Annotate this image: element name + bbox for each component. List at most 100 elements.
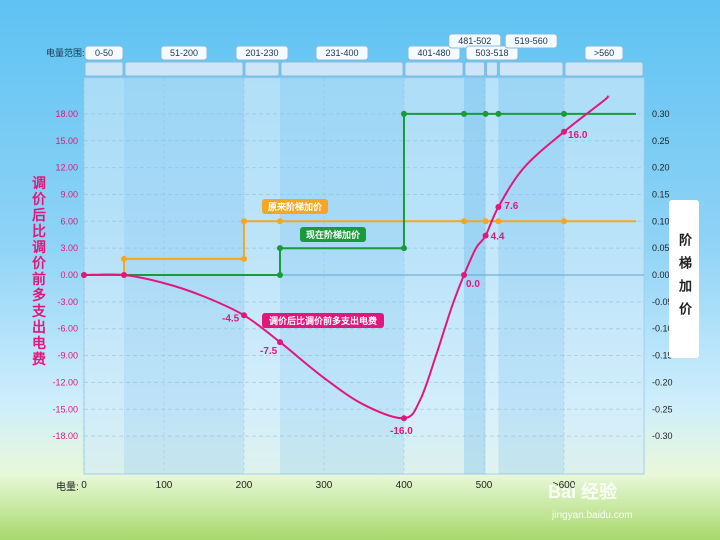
data-label: 0.0: [466, 279, 480, 290]
left-tick-label: 6.00: [60, 216, 78, 226]
data-label: 7.6: [504, 201, 518, 212]
series-line-2: [83, 95, 610, 420]
x-tick-label: >600: [553, 480, 576, 491]
band-label: 201-230: [245, 48, 278, 58]
left-tick-label: 15.00: [55, 136, 78, 146]
band-label: 481-502: [458, 36, 491, 46]
right-tick-label: -0.25: [652, 404, 673, 414]
series-point-1: [277, 272, 283, 278]
series-point-2: [81, 272, 87, 278]
band-label-box: [315, 45, 369, 61]
right-tick-label: -0.05: [652, 297, 673, 307]
series-point-0: [241, 218, 247, 225]
left-tick-label: -12.00: [52, 377, 78, 387]
series-line-1: [84, 112, 636, 276]
band-header-cell: [84, 61, 124, 77]
series-point-2: [121, 272, 127, 278]
right-tick-label: 0.30: [652, 109, 670, 119]
data-label: 4.4: [491, 232, 505, 243]
series-point-2: [482, 232, 489, 239]
series-point-1: [401, 245, 407, 252]
series-point-0: [277, 218, 283, 225]
series-point-1: [482, 110, 489, 117]
right-axis-title: 阶梯加价: [669, 200, 699, 358]
left-tick-label: -15.00: [52, 404, 78, 414]
series-point-1: [401, 110, 407, 117]
series-callout-box: [300, 227, 366, 242]
left-tick-label: -18.00: [52, 431, 78, 441]
right-tick-label: -0.10: [652, 324, 673, 334]
left-tick-label: 3.00: [60, 243, 78, 253]
left-tick-label: 0.00: [60, 270, 78, 280]
band-label: >560: [594, 48, 614, 58]
right-tick-label: 0.00: [652, 270, 670, 280]
right-tick-label: -0.30: [652, 431, 673, 441]
series-callout-label: 调价后比调价前多支出电费: [269, 315, 377, 326]
data-label: -16.0: [390, 426, 413, 437]
series-point-2: [495, 203, 502, 210]
series-point-0: [241, 255, 247, 262]
series-point-0: [495, 218, 502, 225]
band-label-box: [235, 45, 289, 61]
band-header-cell: [244, 61, 280, 77]
data-label: -4.5: [222, 313, 240, 324]
band-label: 51-200: [170, 48, 198, 58]
band-label-box: [84, 45, 124, 61]
x-tick-label: 0: [81, 480, 87, 491]
right-tick-label: -0.20: [652, 377, 673, 387]
band-header-cell: [564, 61, 644, 77]
x-tick-label: 100: [156, 480, 173, 491]
x-axis-title: 电量:: [56, 482, 79, 493]
band-column: [404, 78, 464, 474]
watermark-logo: Bai 经验: [548, 482, 618, 502]
series-point-0: [121, 255, 127, 262]
range-title: 电量范围:: [46, 48, 85, 58]
series-callout-box: [262, 199, 328, 214]
series-point-1: [561, 110, 567, 117]
series-point-0: [561, 218, 567, 225]
x-tick-label: 300: [316, 480, 333, 491]
band-label-box: [584, 45, 624, 61]
watermark-url: jingyan.baidu.com: [552, 510, 633, 521]
left-tick-label: -9.00: [57, 351, 78, 361]
band-label: 519-560: [515, 36, 548, 46]
right-tick-label: 0.05: [652, 243, 670, 253]
band-header-cell: [464, 61, 486, 77]
series-point-0: [482, 218, 489, 225]
band-header-cell: [280, 61, 404, 77]
left-tick-label: -3.00: [57, 297, 78, 307]
series-point-0: [461, 218, 467, 225]
right-tick-label: 0.25: [652, 136, 670, 146]
left-tick-label: 12.00: [55, 163, 78, 173]
band-column: [485, 78, 499, 474]
band-column: [280, 78, 404, 474]
band-label-box: [465, 45, 519, 61]
left-tick-label: -6.00: [57, 324, 78, 334]
band-header-cell: [498, 61, 564, 77]
right-tick-label: 0.15: [652, 189, 670, 199]
left-tick-label: 18.00: [55, 109, 78, 119]
series-callout-label: 现在阶梯加价: [306, 229, 361, 240]
series-callout-label: 原来阶梯加价: [268, 201, 323, 212]
x-tick-label: 200: [236, 480, 253, 491]
band-header-cell: [124, 61, 244, 77]
band-label: 0-50: [95, 48, 113, 58]
band-label: 503-518: [475, 48, 508, 58]
left-tick-label: 9.00: [60, 189, 78, 199]
band-label: 401-480: [417, 48, 450, 58]
band-label-box: [504, 33, 558, 49]
data-label: -7.5: [260, 346, 278, 357]
series-point-2: [561, 128, 567, 135]
band-column: [498, 78, 564, 474]
band-header-cell: [404, 61, 464, 77]
right-tick-label: -0.15: [652, 351, 673, 361]
series-point-1: [277, 245, 283, 252]
series-point-2: [241, 312, 247, 319]
series-point-2: [461, 272, 467, 278]
left-axis-title: 调价后比调价前多支出电费: [32, 175, 46, 367]
data-label: 16.0: [568, 130, 588, 141]
x-tick-label: 500: [476, 480, 493, 491]
band-column: [564, 78, 644, 474]
series-callout-box: [262, 313, 384, 328]
